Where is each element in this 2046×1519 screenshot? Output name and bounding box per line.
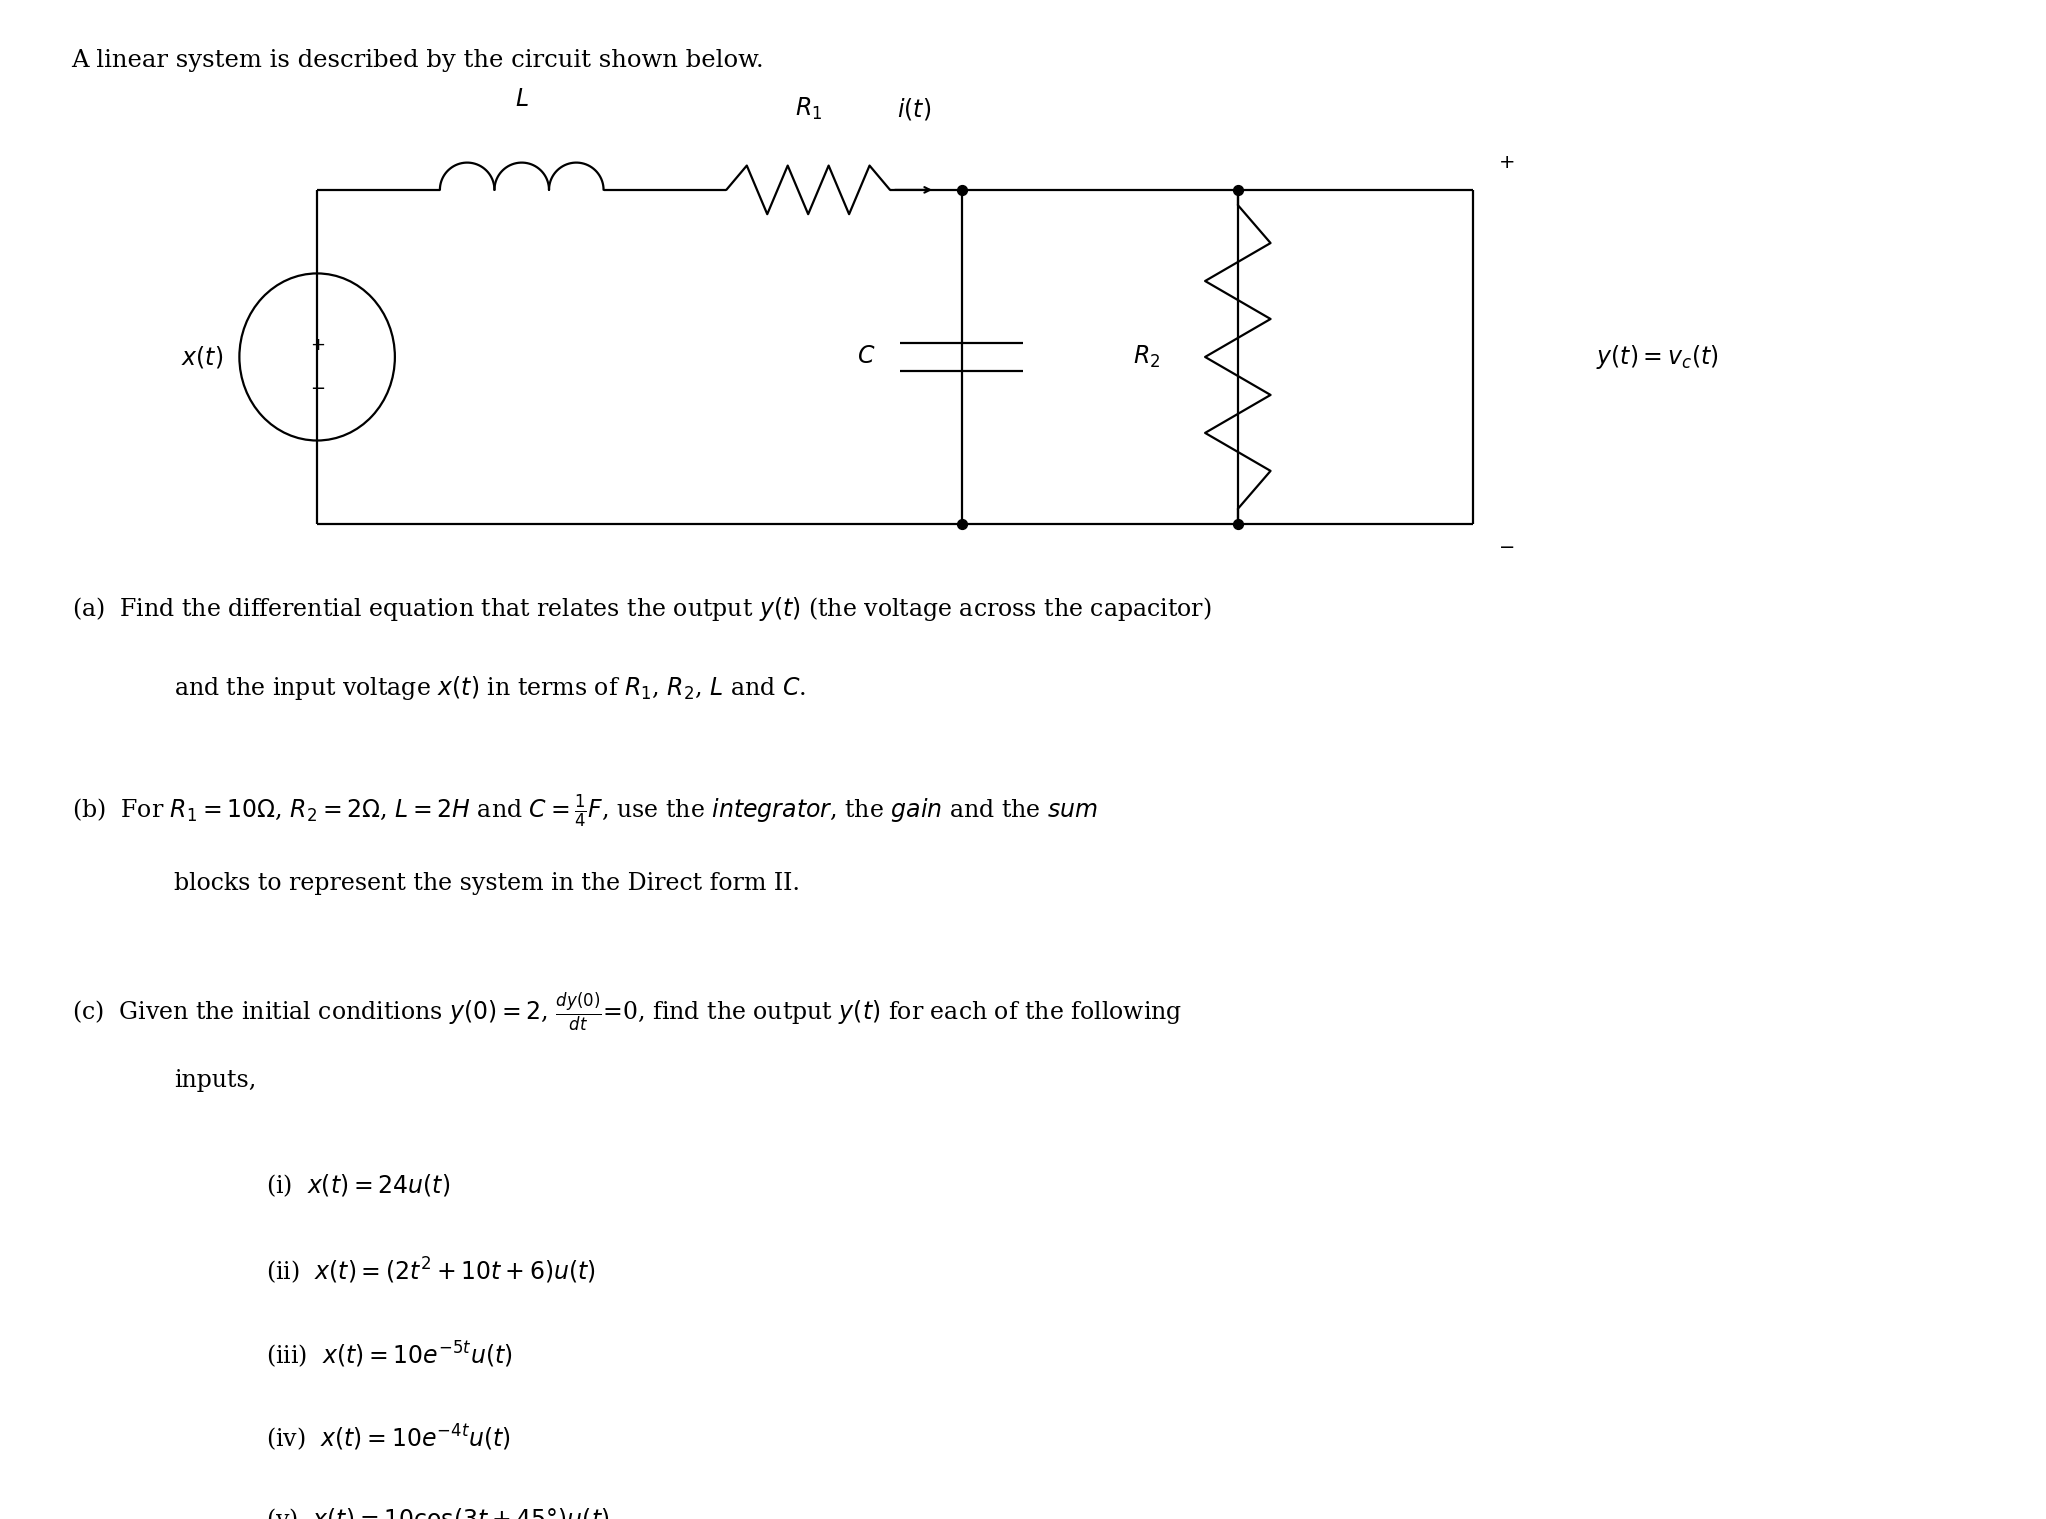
Text: (c)  Given the initial conditions $y(0) = 2$, $\frac{dy(0)}{dt}$=0, find the out: (c) Given the initial conditions $y(0) =…	[72, 990, 1183, 1033]
Text: blocks to represent the system in the Direct form II.: blocks to represent the system in the Di…	[174, 872, 800, 895]
Text: $i(t)$: $i(t)$	[898, 96, 931, 122]
Point	[945, 512, 978, 536]
Text: (a)  Find the differential equation that relates the output $y(t)$ (the voltage : (a) Find the differential equation that …	[72, 595, 1211, 623]
Text: A linear system is described by the circuit shown below.: A linear system is described by the circ…	[72, 49, 765, 71]
Point	[1221, 512, 1254, 536]
Text: $+$: $+$	[309, 336, 325, 354]
Text: $-$: $-$	[1498, 536, 1514, 556]
Text: $+$: $+$	[1498, 152, 1514, 172]
Text: (i)  $x(t) = 24u(t)$: (i) $x(t) = 24u(t)$	[266, 1173, 450, 1198]
Text: and the input voltage $x(t)$ in terms of $R_1$, $R_2$, $L$ and $C$.: and the input voltage $x(t)$ in terms of…	[174, 674, 806, 702]
Text: $x(t)$: $x(t)$	[180, 343, 223, 371]
Text: $R_1$: $R_1$	[794, 96, 822, 122]
Text: $L$: $L$	[516, 88, 528, 111]
Text: (ii)  $x(t) = (2t^2 + 10t + 6)u(t)$: (ii) $x(t) = (2t^2 + 10t + 6)u(t)$	[266, 1256, 595, 1287]
Text: (v)  $x(t) = 10\cos(3t + 45°)u(t)$: (v) $x(t) = 10\cos(3t + 45°)u(t)$	[266, 1507, 610, 1519]
Point	[945, 178, 978, 202]
Point	[1221, 178, 1254, 202]
Text: $C$: $C$	[857, 345, 876, 369]
Text: (iii)  $x(t) = 10e^{-5t}u(t)$: (iii) $x(t) = 10e^{-5t}u(t)$	[266, 1340, 514, 1370]
Text: $R_2$: $R_2$	[1133, 343, 1160, 371]
Text: $-$: $-$	[309, 378, 325, 396]
Text: inputs,: inputs,	[174, 1069, 256, 1092]
Text: $y(t) = v_c(t)$: $y(t) = v_c(t)$	[1596, 343, 1719, 371]
Text: (iv)  $x(t) = 10e^{-4t}u(t)$: (iv) $x(t) = 10e^{-4t}u(t)$	[266, 1423, 512, 1454]
Text: (b)  For $R_1 = 10\Omega$, $R_2 = 2\Omega$, $L = 2H$ and $C = \frac{1}{4}F$, use: (b) For $R_1 = 10\Omega$, $R_2 = 2\Omega…	[72, 793, 1097, 831]
